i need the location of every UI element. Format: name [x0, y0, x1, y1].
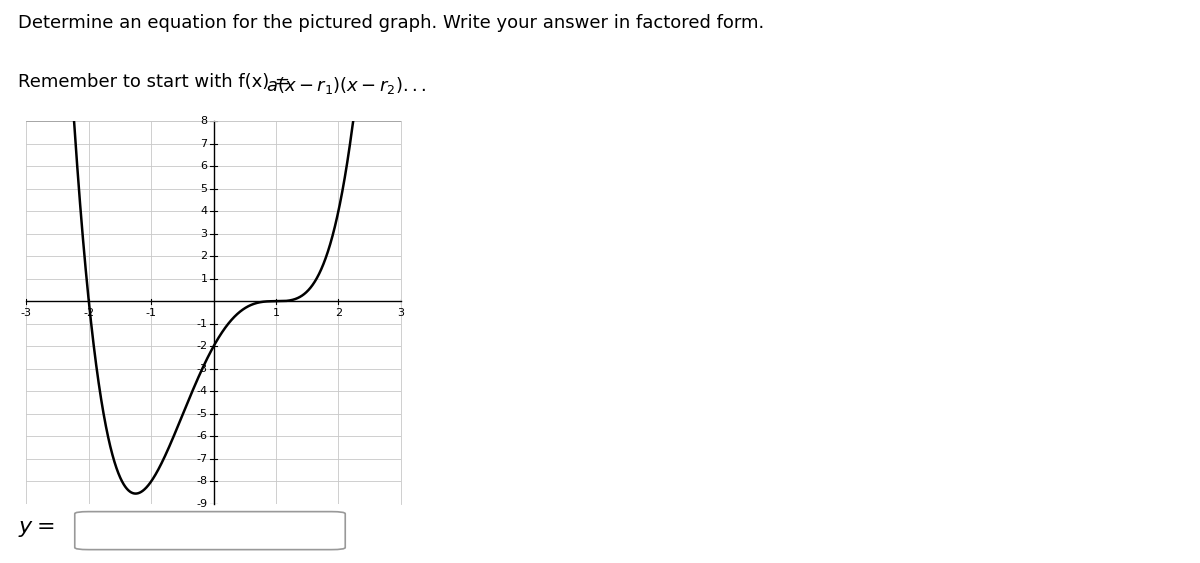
Text: -2: -2: [197, 341, 208, 351]
Text: 2: 2: [335, 308, 342, 318]
Text: 5: 5: [200, 184, 208, 194]
Text: 7: 7: [200, 138, 208, 149]
Text: -8: -8: [197, 476, 208, 486]
Text: 3: 3: [200, 229, 208, 239]
Text: 8: 8: [200, 116, 208, 126]
Text: Determine an equation for the pictured graph. Write your answer in factored form: Determine an equation for the pictured g…: [18, 14, 764, 32]
Text: -4: -4: [197, 386, 208, 396]
Text: -3: -3: [197, 364, 208, 374]
Text: 2: 2: [200, 251, 208, 261]
Text: 3: 3: [397, 308, 404, 318]
Text: -2: -2: [83, 308, 95, 318]
Text: Remember to start with f(x) =: Remember to start with f(x) =: [18, 73, 295, 91]
Text: -1: -1: [145, 308, 157, 318]
Text: $a(x - r_1)(x - r_2)...$: $a(x - r_1)(x - r_2)...$: [266, 75, 427, 96]
Text: -7: -7: [197, 454, 208, 464]
Text: 1: 1: [272, 308, 280, 318]
Text: -3: -3: [20, 308, 32, 318]
Text: -5: -5: [197, 409, 208, 419]
Text: $y =$: $y =$: [18, 519, 54, 539]
FancyBboxPatch shape: [74, 512, 346, 549]
Text: -9: -9: [197, 499, 208, 509]
Text: -1: -1: [197, 319, 208, 329]
Text: -6: -6: [197, 431, 208, 441]
Text: 6: 6: [200, 161, 208, 171]
Text: 4: 4: [200, 206, 208, 216]
Text: 1: 1: [200, 274, 208, 284]
